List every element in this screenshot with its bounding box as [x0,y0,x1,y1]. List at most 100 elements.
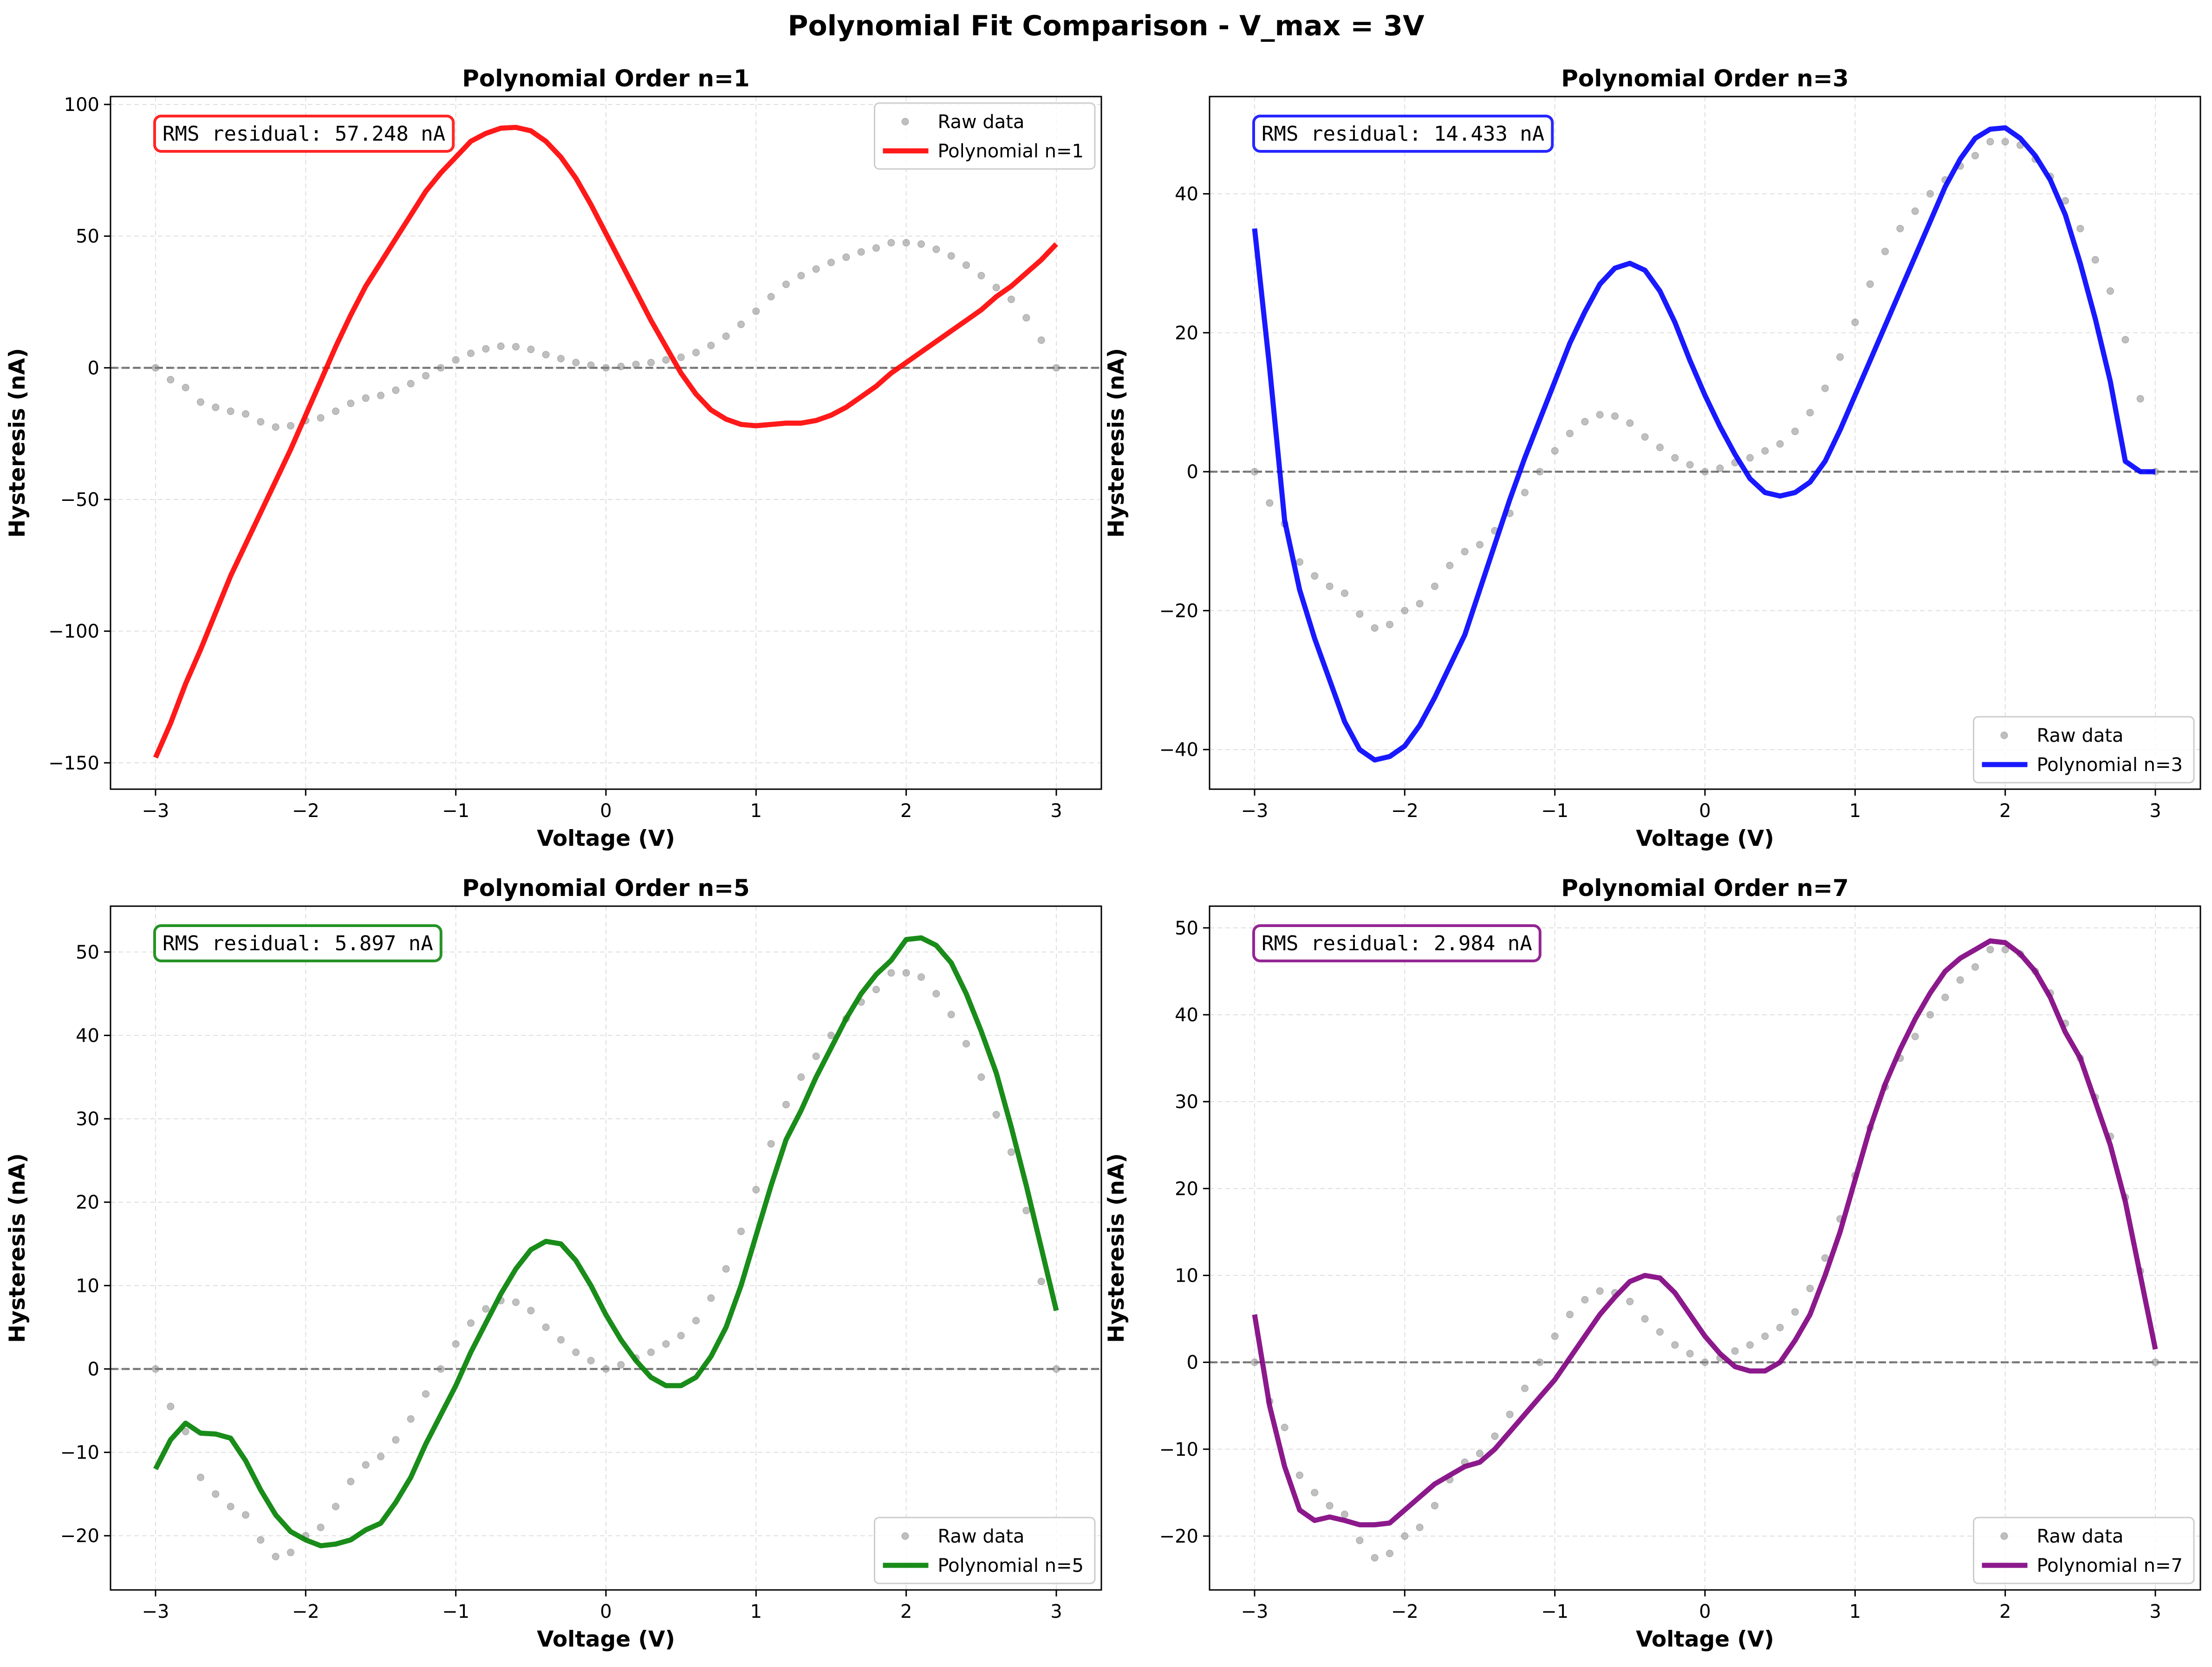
raw-data-point [377,1453,384,1460]
raw-data-point [1912,208,1919,214]
raw-data-point [1341,590,1348,597]
raw-data-point [527,1307,534,1314]
raw-data-point [437,1365,444,1372]
raw-data-point [1356,610,1363,617]
raw-data-point [648,359,655,366]
raw-data-point [1747,1342,1754,1349]
x-tick-label: 2 [900,1601,912,1622]
raw-data-point [482,1305,489,1312]
raw-data-point [212,404,219,411]
raw-data-point [1822,385,1828,392]
raw-data-point [843,254,850,261]
x-tick-label: 3 [1050,800,1062,822]
y-tick-label: 20 [76,1192,99,1213]
raw-data-point [497,343,504,350]
raw-data-point [257,418,264,425]
y-tick-label: −150 [48,752,99,774]
y-tick-label: −40 [1159,739,1198,761]
raw-data-point [272,423,279,430]
raw-data-point [468,1320,475,1327]
y-tick-label: 10 [76,1275,99,1297]
raw-data-point [1522,1385,1529,1392]
raw-data-point [1431,583,1438,590]
raw-data-point [1371,1554,1378,1561]
raw-data-point [1401,607,1408,614]
raw-data-point [1672,1342,1679,1349]
raw-data-point [1807,1285,1814,1292]
raw-data-point [1506,1411,1513,1418]
y-axis-label: Hysteresis (nA) [5,348,30,538]
raw-data-point [317,1524,324,1531]
raw-data-point [873,986,880,993]
raw-data-point [392,387,399,394]
subplot-title: Polynomial Order n=5 [462,875,749,902]
raw-data-point [1822,1255,1828,1262]
subplot-title: Polynomial Order n=3 [1561,65,1848,92]
y-tick-label: 30 [1175,1091,1198,1113]
raw-data-point [948,1011,955,1018]
raw-data-point [1431,1502,1438,1509]
y-tick-label: 50 [76,942,99,963]
y-tick-label: 0 [88,357,99,379]
raw-data-point [918,973,925,980]
raw-data-point [783,281,790,288]
raw-data-point [858,248,865,255]
raw-data-point [813,266,820,272]
raw-data-point [287,1549,294,1556]
raw-data-point [1296,558,1303,565]
raw-data-point [1731,1348,1738,1355]
raw-data-point [1296,1472,1303,1479]
raw-data-point [423,1390,429,1397]
raw-data-point [948,253,955,259]
raw-data-point [317,415,324,422]
raw-data-point [437,364,444,371]
raw-data-point [1867,281,1874,288]
raw-data-point [753,308,760,315]
raw-data-point [1053,364,1060,371]
x-tick-label: −1 [442,800,469,822]
raw-data-point [1987,138,1994,145]
raw-data-point [1641,1316,1648,1323]
raw-data-point [1311,1489,1318,1496]
raw-data-point [1897,225,1904,232]
raw-data-point [1927,190,1934,197]
raw-data-point [242,410,249,417]
raw-data-point [708,1295,715,1302]
x-tick-label: 1 [1849,1601,1861,1622]
x-tick-label: −2 [292,1601,319,1622]
x-tick-label: 1 [1849,800,1861,822]
raw-data-point [392,1436,399,1443]
rms-annotation-text: RMS residual: 57.248 nA [163,122,445,146]
raw-data-point [1251,1359,1258,1366]
raw-data-point [1912,1033,1919,1040]
raw-data-point [1762,448,1769,454]
raw-data-point [482,345,489,352]
legend-marker-raw-data [902,118,909,125]
raw-data-point [1008,1148,1015,1155]
raw-data-point [903,969,910,976]
raw-data-point [1672,454,1679,461]
raw-data-point [1326,583,1333,590]
y-tick-label: −10 [60,1442,99,1464]
raw-data-point [1371,624,1378,631]
raw-data-point [1686,461,1693,468]
raw-data-point [1596,411,1603,418]
raw-data-point [783,1101,790,1108]
raw-data-point [1416,1524,1423,1531]
x-tick-label: −3 [1241,800,1269,822]
raw-data-point [993,1111,1000,1118]
raw-data-point [1536,1359,1543,1366]
y-tick-label: −50 [60,489,99,511]
raw-data-point [1626,1298,1633,1305]
raw-data-point [1641,434,1648,441]
legend: Raw dataPolynomial n=3 [1973,717,2194,783]
y-axis-label: Hysteresis (nA) [1104,1153,1129,1343]
raw-data-point [558,1336,565,1343]
y-tick-label: 0 [1187,461,1198,483]
raw-data-point [167,1403,174,1410]
rms-annotation-text: RMS residual: 5.897 nA [163,932,433,955]
legend-marker-raw-data [902,1533,909,1540]
raw-data-point [1386,1550,1393,1557]
x-tick-label: −3 [142,800,169,822]
raw-data-point [1747,454,1754,461]
